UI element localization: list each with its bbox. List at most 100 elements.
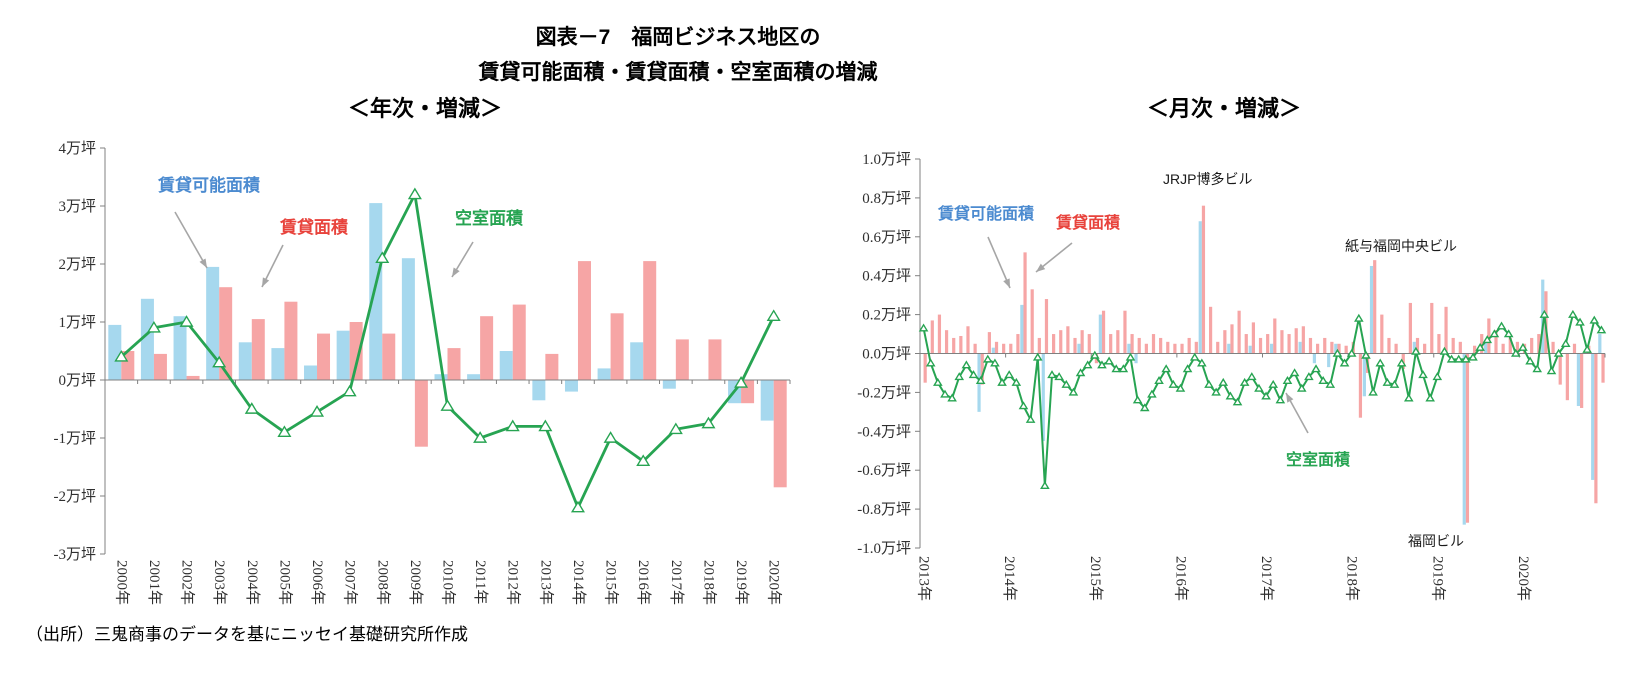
rentable-bar [140,298,154,380]
y-tick-label: -0.8万坪 [857,501,911,518]
triangle-marker [407,187,422,200]
x-tick-label: 2015年 [1087,556,1104,601]
rented-bar [1037,337,1041,354]
rented-bar [1494,330,1498,354]
triangle-marker [1439,346,1450,355]
rentable-bar [1020,304,1024,354]
rented-bar [1208,306,1213,354]
triangle-marker [1311,364,1321,373]
x-tick-label: 2007年 [342,560,359,605]
monthly-legend-rentable-area: 賃貸可能面積 [938,206,1035,223]
x-tick-label: 2017年 [1258,556,1275,601]
triangle-marker [1090,350,1100,359]
triangle-marker [1211,387,1221,396]
rented-bar [675,339,689,380]
rented-bar [923,353,927,383]
triangle-marker [1168,379,1179,388]
rentable-bar [630,342,644,380]
triangle-marker [1132,395,1143,404]
monthly-chart-subtitle: ＜月次・増減＞ [1146,96,1301,121]
rentable-bar [434,374,448,380]
rentable-bar [401,258,415,380]
y-tick-label: 0.4万坪 [862,268,911,285]
rented-bar [1030,289,1034,354]
rentable-bar [1462,353,1466,525]
rented-bar [1308,337,1313,354]
triangle-marker [1175,383,1186,392]
triangle-marker [1068,387,1079,396]
rentable-bar [1412,341,1416,354]
y-tick-label: 0.2万坪 [862,307,911,324]
x-tick-label: 2014年 [1001,556,1018,601]
figure-title: 図表－7 福岡ビジネス地区の 賃貸可能面積・賃貸面積・空室面積の増減 [318,20,1038,90]
triangle-marker [947,393,957,402]
triangle-marker [734,376,749,388]
triangle-marker [1282,375,1293,384]
rented-bar [1408,302,1412,354]
rented-bar [1501,343,1505,354]
y-tick-label: 4万坪 [58,140,96,157]
triangle-marker [1596,325,1607,334]
rented-bar [1123,310,1127,354]
rentable-bar [1362,353,1366,397]
rented-bar [1073,337,1077,354]
triangle-marker [1111,364,1122,373]
triangle-marker [1375,358,1386,367]
y-tick-label: -3万坪 [54,546,97,563]
rentable-bar [991,347,995,354]
rented-bars [923,205,1605,523]
triangle-marker [1161,364,1171,373]
rented-bar [1194,341,1198,354]
rented-bar [930,320,934,354]
triangle-marker [1403,393,1414,402]
rentable-bar [238,342,252,380]
rented-bar [1144,343,1148,354]
triangle-marker [1489,329,1500,338]
triangle-marker [933,377,943,386]
rented-bar [1337,343,1341,354]
triangle-marker [1325,379,1336,388]
rented-bar [1280,330,1284,354]
rentable-bar [597,368,611,380]
triangle-marker [997,377,1007,386]
rentable-bar [1248,345,1252,354]
rented-bar [480,316,494,380]
rented-bar [1230,324,1234,354]
triangle-marker [1339,358,1350,367]
rented-bar [1444,306,1448,354]
triangle-marker [1560,339,1571,348]
annual-legend-vacant-area: 空室面積 [455,209,523,228]
triangle-marker [1389,379,1400,388]
triangle-marker [1154,375,1164,384]
rented-bar [219,287,233,380]
triangle-marker [1432,372,1443,381]
rented-bar [1066,326,1070,354]
triangle-marker [440,399,455,411]
rented-bar [937,314,942,354]
triangle-marker [1382,377,1393,386]
rented-bar [1344,345,1348,354]
y-tick-label: 1.0万坪 [862,151,911,168]
triangle-marker [1332,348,1343,357]
annual-change-chart: 4万坪 3万坪 2万坪 1万坪 0万坪 -1万坪 -2万坪 -3万坪 2000年 2001年 200… [54,140,791,605]
x-tick-label: 2016年 [635,560,652,605]
pointer-arrowhead [452,267,460,277]
monthly-legend-vacant-area: 空室面積 [1286,452,1351,469]
y-tick-label: 0.8万坪 [862,190,911,207]
x-tick-label: 2005年 [276,560,293,605]
rentable-bar [1077,343,1081,354]
rented-bar [980,353,984,385]
annotation-jrjp-hakata-building: JRJP博多ビル [1163,171,1253,187]
x-tick-label: 2006年 [309,560,326,605]
rented-bars [121,261,787,488]
triangle-marker [1525,356,1535,365]
rented-bar [1373,260,1377,354]
triangle-marker [1539,309,1550,318]
rented-bar [708,339,722,380]
rented-bar [952,337,956,354]
triangle-marker [668,422,683,435]
rentable-bar [1591,353,1595,480]
rentable-bars [108,203,774,421]
rented-bar [1601,353,1605,383]
rented-bar [1187,337,1191,354]
